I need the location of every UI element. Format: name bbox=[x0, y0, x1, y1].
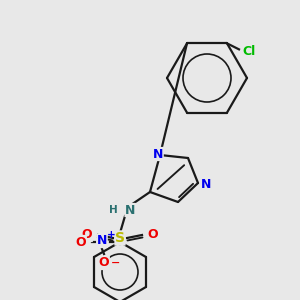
Text: N: N bbox=[97, 235, 107, 248]
Text: O: O bbox=[76, 236, 86, 248]
Text: N: N bbox=[125, 203, 135, 217]
Text: O: O bbox=[99, 256, 109, 269]
Text: S: S bbox=[115, 231, 125, 245]
Text: −: − bbox=[111, 258, 120, 268]
Text: Cl: Cl bbox=[242, 45, 256, 58]
Text: O: O bbox=[82, 229, 92, 242]
Text: H: H bbox=[109, 205, 118, 215]
Text: O: O bbox=[148, 229, 158, 242]
Text: N: N bbox=[201, 178, 211, 190]
Text: N: N bbox=[153, 148, 163, 160]
Text: +: + bbox=[107, 230, 116, 240]
